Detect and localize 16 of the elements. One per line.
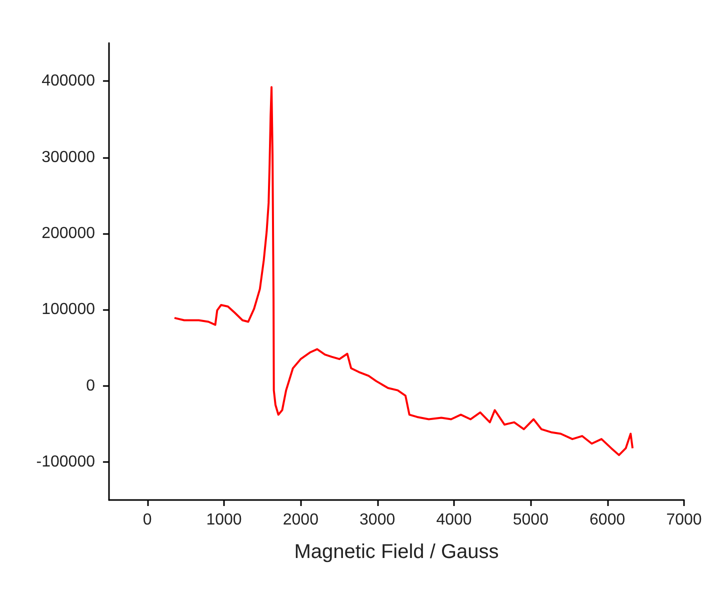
y-tick-label: 100000 bbox=[42, 301, 96, 318]
x-axis-title: Magnetic Field / Gauss bbox=[294, 541, 499, 563]
x-tick-label: 4000 bbox=[436, 512, 472, 528]
x-tick-label: 0 bbox=[142, 512, 152, 528]
x-tick-label: 7000 bbox=[666, 512, 702, 528]
line-series bbox=[173, 86, 634, 456]
y-tick-label: 400000 bbox=[42, 72, 96, 90]
x-tick-label: 5000 bbox=[512, 512, 549, 528]
x-tick-label: 6000 bbox=[590, 512, 626, 528]
y-tick-label: -100000 bbox=[36, 453, 96, 470]
x-tick-label: 3000 bbox=[360, 512, 396, 528]
x-tick-label: 2000 bbox=[282, 512, 319, 528]
y-tick-label: 200000 bbox=[42, 224, 96, 242]
x-tick-label: 1000 bbox=[206, 512, 242, 528]
y-tick-label: 300000 bbox=[42, 148, 96, 166]
y-tick-label: 0 bbox=[86, 377, 96, 394]
